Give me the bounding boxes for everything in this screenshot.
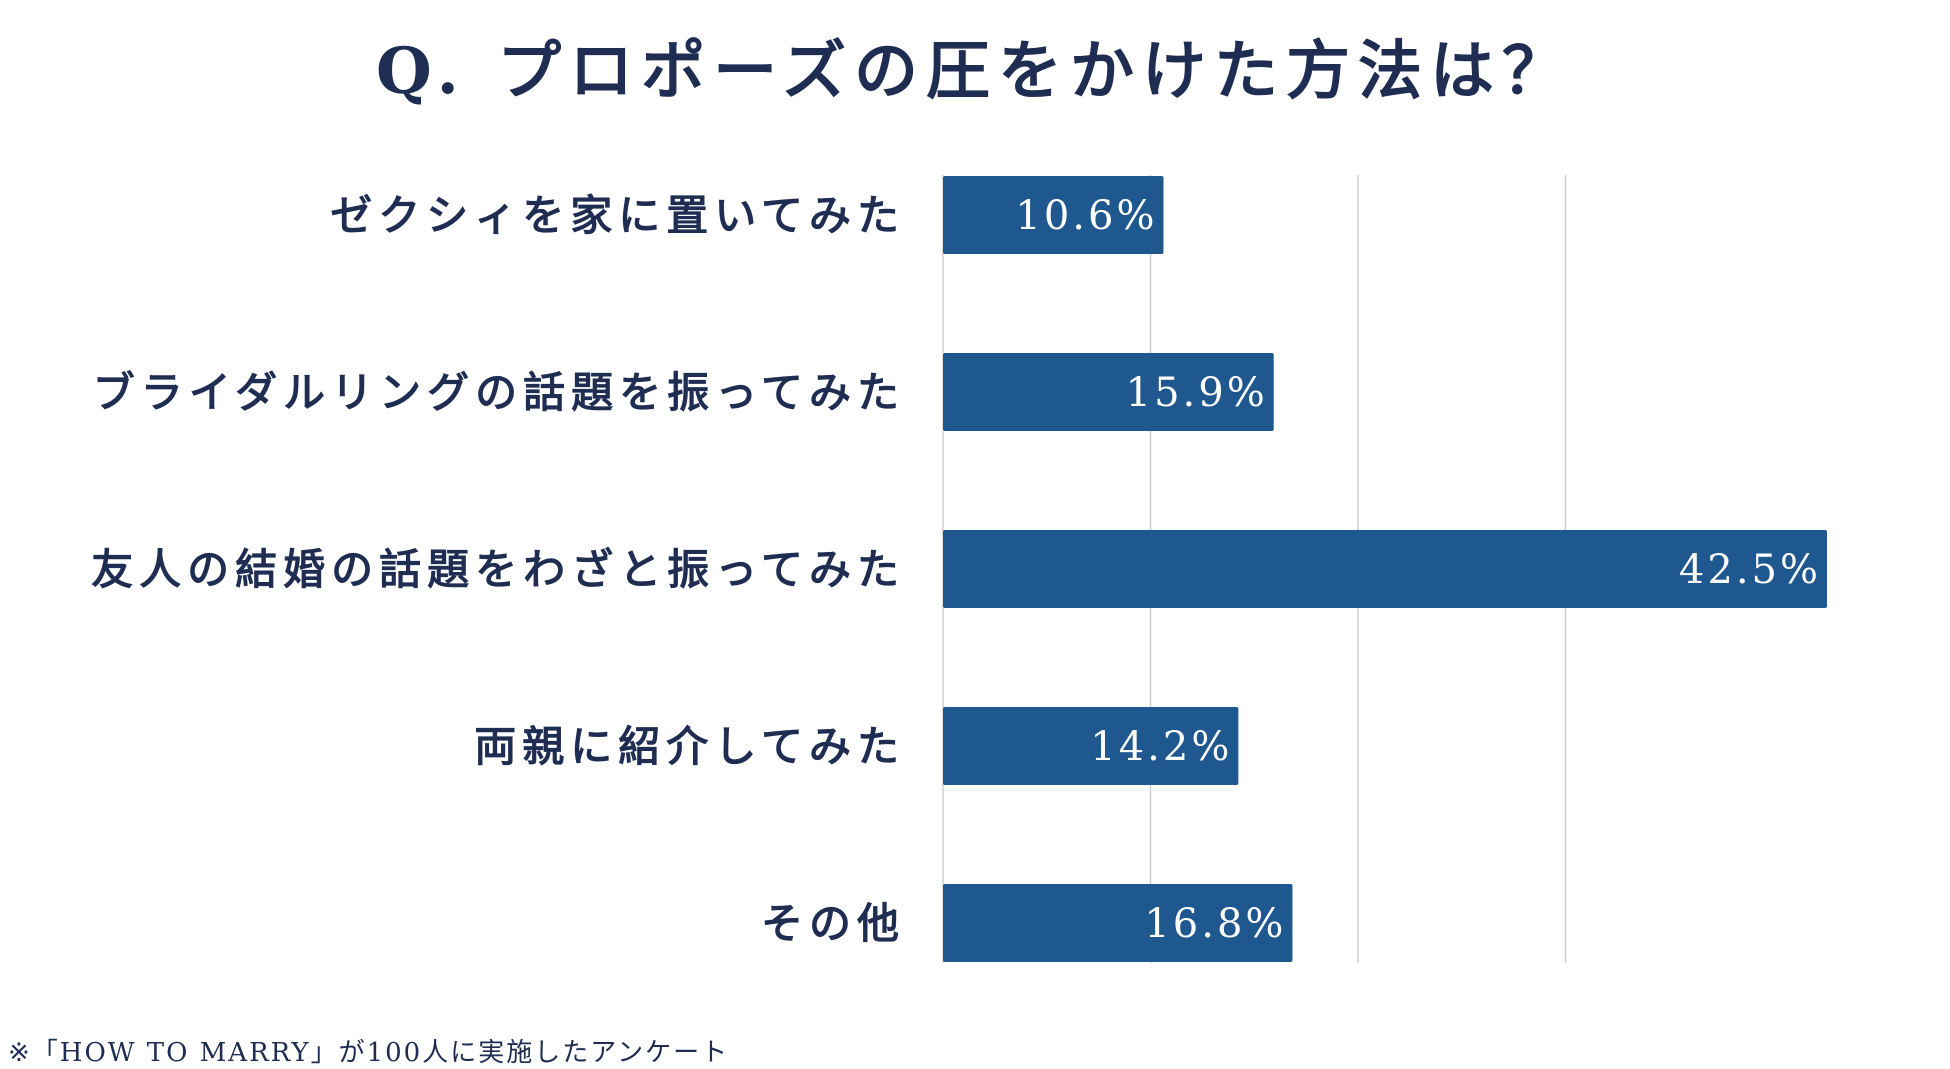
data-label: 14.2% (1090, 724, 1232, 770)
category-label: その他 (761, 899, 905, 948)
category-label: 両親に紹介してみた (474, 722, 905, 771)
footnote: ※「HOW TO MARRY」が100人に実施したアンケート (8, 1038, 730, 1068)
bar (943, 530, 1827, 608)
chart-title: Q. プロポーズの圧をかけた方法は？ (376, 34, 1574, 109)
bar (943, 176, 1164, 254)
bar (943, 353, 1274, 431)
data-label: 10.6% (1015, 193, 1157, 239)
category-label: 友人の結婚の話題をわざと振ってみた (91, 545, 905, 594)
bar (943, 884, 1293, 962)
category-label: ブライダルリングの話題を振ってみた (93, 368, 905, 417)
data-label: 42.5% (1679, 547, 1821, 593)
data-label: 15.9% (1126, 370, 1268, 416)
bar (943, 707, 1239, 785)
category-label: ゼクシィを家に置いてみた (330, 191, 905, 240)
data-label: 16.8% (1144, 901, 1286, 947)
